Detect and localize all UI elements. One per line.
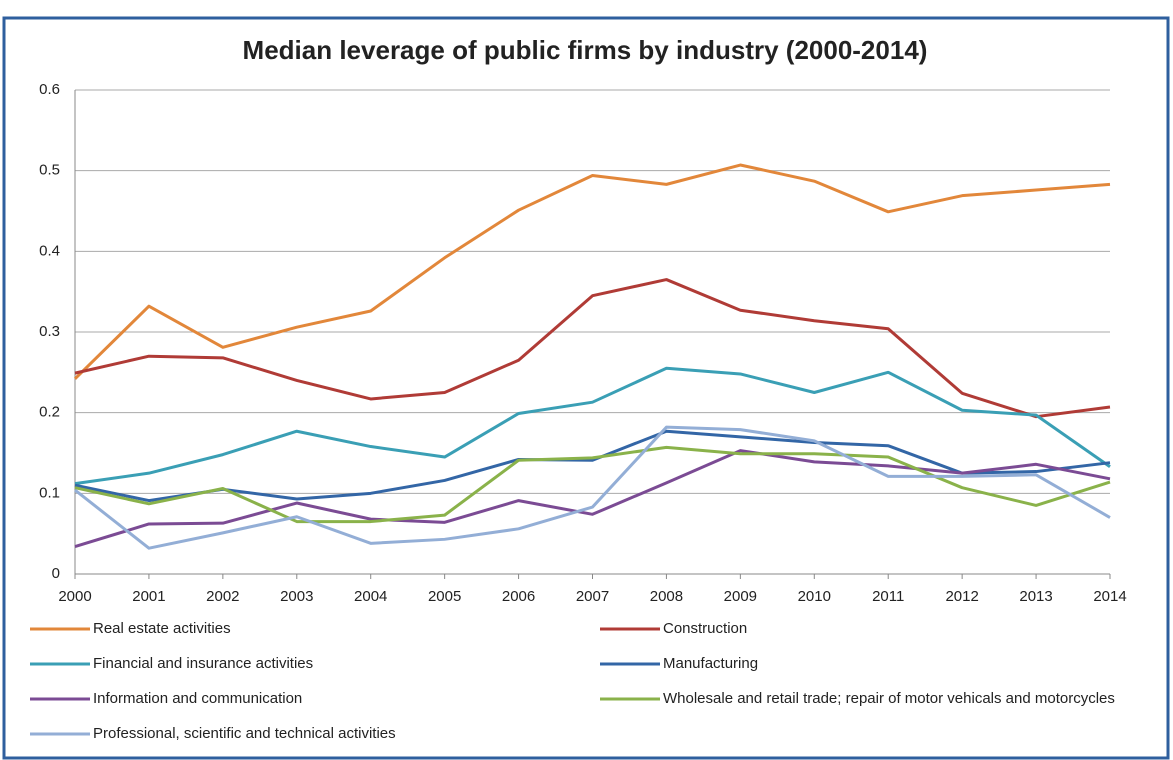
chart-frame	[2, 16, 1170, 760]
y-tick-label: 0.2	[39, 404, 60, 421]
y-tick-label: 0.1	[39, 484, 60, 501]
legend-label: Wholesale and retail trade; repair of mo…	[663, 690, 1115, 707]
x-tick-label: 2004	[354, 588, 387, 605]
legend-label: Manufacturing	[663, 655, 758, 672]
series-line	[74, 449, 1111, 549]
legend-label: Construction	[663, 620, 747, 637]
x-tick-label: 2010	[798, 588, 831, 605]
y-tick-label: 0.5	[39, 162, 60, 179]
x-tick-label: 2006	[502, 588, 535, 605]
y-tick-label: 0.6	[39, 81, 60, 98]
x-tick-label: 2009	[724, 588, 757, 605]
x-tick-label: 2012	[945, 588, 978, 605]
legend-label: Real estate activities	[93, 620, 231, 637]
x-tick-label: 2007	[576, 588, 609, 605]
series-line	[74, 425, 1111, 550]
series-line	[74, 366, 1111, 486]
x-tick-label: 2008	[650, 588, 683, 605]
x-tick-label: 2011	[872, 588, 904, 605]
x-tick-label: 2014	[1093, 588, 1126, 605]
series-line	[73, 163, 1111, 380]
legend-label: Information and communication	[93, 690, 302, 707]
x-tick-label: 2013	[1019, 588, 1052, 605]
x-tick-label: 2002	[206, 588, 239, 605]
x-tick-label: 2003	[280, 588, 313, 605]
x-tick-label: 2000	[58, 588, 91, 605]
chart-title: Median leverage of public firms by indus…	[243, 35, 928, 65]
series-line	[74, 429, 1111, 503]
y-tick-label: 0.4	[39, 242, 60, 259]
legend-label: Financial and insurance activities	[93, 655, 313, 672]
y-tick-label: 0	[52, 565, 60, 582]
x-tick-label: 2001	[132, 588, 165, 605]
series-line	[74, 278, 1111, 419]
x-tick-label: 2005	[428, 588, 461, 605]
y-tick-label: 0.3	[39, 323, 60, 340]
legend-label: Professional, scientific and technical a…	[93, 725, 396, 742]
